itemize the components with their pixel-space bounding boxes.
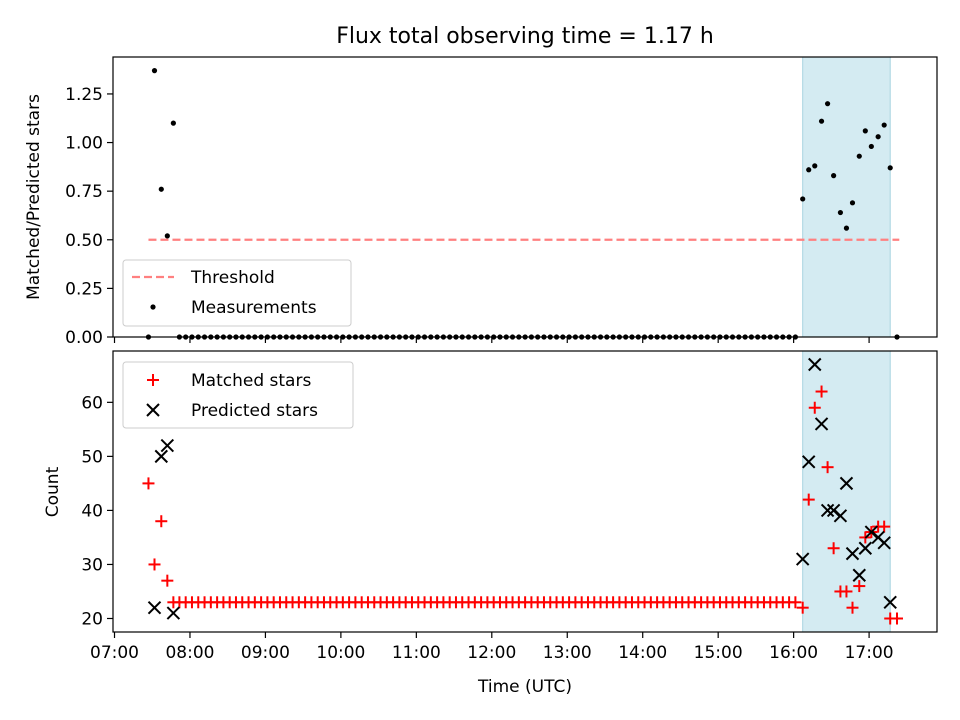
legend-predicted-swatch — [146, 403, 160, 417]
matched-stars-point — [155, 515, 168, 528]
measurements-point — [812, 163, 818, 169]
matched-stars-point — [891, 612, 904, 625]
count-legend: Matched stars Predicted stars — [122, 361, 354, 429]
predicted-stars-point — [147, 600, 162, 615]
predicted-stars-point — [160, 438, 175, 453]
count-y-axis-label: Count — [43, 466, 63, 517]
matched-stars-point — [789, 596, 802, 609]
ratio-y-axis-label: Matched/Predicted stars — [24, 94, 44, 300]
matched-stars-point — [808, 401, 821, 414]
predicted-stars-point — [808, 357, 822, 372]
legend-measurements-swatch — [150, 304, 156, 310]
x-tick-label: 08:00 — [165, 643, 214, 663]
count-highlight-span — [802, 350, 891, 633]
ratio-y-tick-label: 1.25 — [65, 85, 103, 105]
legend-matched-label: Matched stars — [191, 371, 311, 391]
x-tick-label: 09:00 — [241, 643, 290, 663]
ratio-legend: Threshold Measurements — [122, 259, 352, 327]
count-panel: 20 30 40 50 60 07:00 08:00 09:00 10:00 11:00 12:0… — [43, 350, 938, 697]
count-y-tick-label: 50 — [81, 447, 103, 467]
x-tick-label: 16:00 — [769, 643, 818, 663]
legend-threshold-label: Threshold — [190, 268, 275, 288]
measurements-point — [831, 173, 837, 179]
x-tick-label: 12:00 — [467, 643, 516, 663]
predicted-stars-point — [795, 552, 810, 566]
predicted-stars-point — [802, 455, 816, 469]
measurements-point — [849, 200, 856, 206]
ratio-highlight-span — [802, 56, 891, 338]
predicted-stars-point — [845, 546, 860, 561]
matched-stars-point — [878, 520, 891, 533]
predicted-stars-point — [877, 536, 891, 550]
measurements-point — [856, 153, 862, 159]
x-tick-label: 13:00 — [543, 643, 592, 663]
matched-stars-point — [815, 385, 828, 398]
matched-stars-point — [802, 493, 815, 506]
ratio-y-tick-label: 1.00 — [65, 134, 103, 154]
ratio-y-tick-label: 0.50 — [65, 231, 103, 251]
measurements-point — [843, 225, 850, 231]
measurements-point — [164, 233, 170, 239]
matched-stars-point — [853, 580, 866, 593]
matched-stars-point — [840, 585, 853, 598]
measurements-point — [824, 101, 831, 107]
measurements-point — [806, 167, 812, 173]
matched-stars-point — [821, 461, 834, 474]
measurements-point — [837, 209, 844, 216]
measurements-point — [887, 165, 893, 171]
measurements-point — [875, 134, 881, 140]
measurements-point — [158, 186, 164, 192]
predicted-stars-point — [858, 541, 873, 555]
measurements-point — [881, 122, 887, 128]
matched-stars-point — [846, 601, 859, 614]
ratio-panel: 0.00 0.25 0.50 0.75 1.00 1.25 Matched/Predict… — [24, 56, 938, 348]
matched-stars-point — [796, 601, 809, 614]
legend-predicted-label: Predicted stars — [191, 401, 318, 421]
ratio-y-tick-label: 0.25 — [65, 279, 103, 299]
measurements-point — [800, 196, 806, 202]
x-tick-label: 10:00 — [316, 643, 365, 663]
x-tick-label: 15:00 — [694, 643, 743, 663]
legend-matched-swatch — [147, 374, 159, 386]
predicted-stars-point — [154, 449, 169, 464]
ratio-y-tick-label: 0.00 — [65, 328, 103, 348]
matched-stars-point — [827, 542, 840, 555]
matched-stars-point — [161, 574, 174, 587]
measurements-point — [868, 143, 874, 150]
count-y-tick-label: 60 — [81, 393, 103, 413]
measurements-point — [170, 120, 176, 126]
predicted-stars-point — [820, 503, 835, 518]
x-tick-label: 14:00 — [618, 643, 667, 663]
matched-stars-point — [142, 477, 155, 490]
count-y-tick-label: 20 — [81, 609, 103, 629]
measurements-point — [151, 68, 158, 74]
measurements-point — [862, 128, 868, 134]
predicted-stars-point — [839, 476, 854, 491]
count-plot-frame — [112, 350, 938, 633]
count-y-tick-label: 30 — [81, 555, 103, 575]
ratio-y-tick-label: 0.75 — [65, 182, 103, 202]
predicted-stars-point — [814, 417, 829, 431]
count-y-tick-label: 40 — [81, 501, 103, 521]
matched-stars-point — [148, 558, 161, 571]
ratio-plot-frame — [112, 56, 938, 338]
predicted-stars-point — [852, 568, 866, 582]
x-tick-label: 17:00 — [845, 643, 894, 663]
x-tick-label: 11:00 — [392, 643, 441, 663]
x-axis-label: Time (UTC) — [477, 677, 572, 697]
chart-title: Flux total observing time = 1.17 h — [336, 24, 714, 49]
measurements-point — [818, 118, 825, 124]
x-tick-label: 07:00 — [90, 643, 139, 663]
predicted-stars-point — [833, 509, 848, 523]
legend-measurements-label: Measurements — [191, 298, 317, 318]
predicted-stars-point — [883, 595, 897, 609]
predicted-stars-point — [166, 606, 181, 620]
